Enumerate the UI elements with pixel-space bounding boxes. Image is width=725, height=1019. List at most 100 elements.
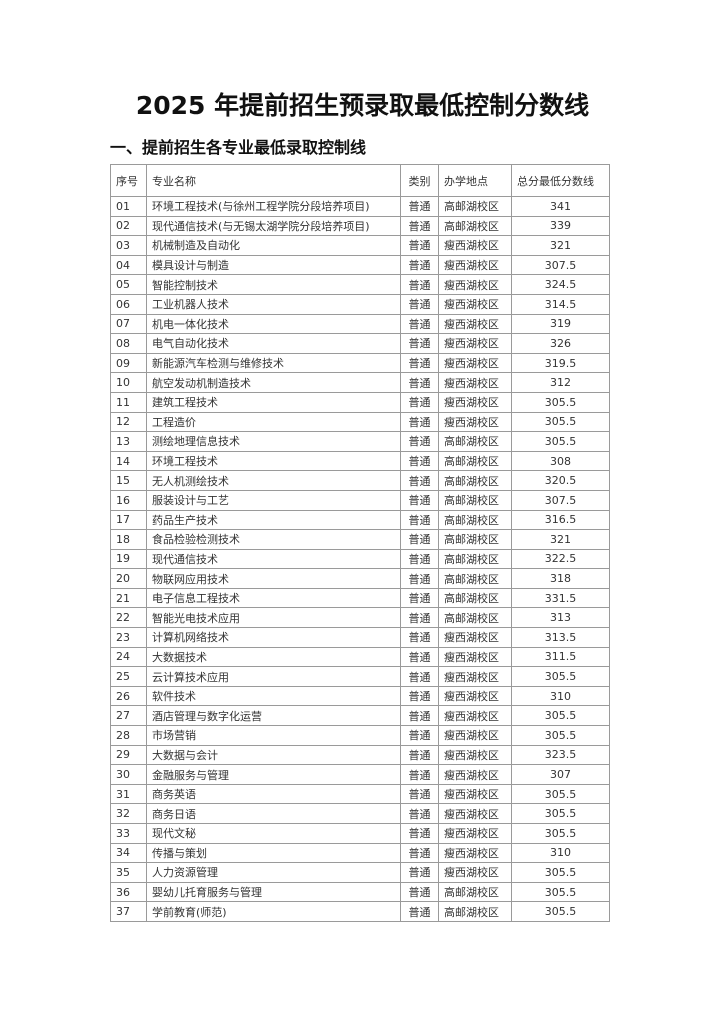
cell-category: 普通: [400, 489, 439, 511]
cell-major: 现代文秘: [146, 823, 401, 844]
table-row: 22 智能光电技术应用 普通 高邮湖校区 313: [110, 607, 610, 629]
cell-category: 普通: [400, 450, 439, 472]
cell-serial: 23: [110, 627, 147, 648]
cell-campus: 瘦西湖校区: [438, 842, 512, 864]
cell-campus: 瘦西湖校区: [438, 764, 512, 785]
table-row: 16 服装设计与工艺 普通 高邮湖校区 307.5: [110, 489, 610, 511]
cell-serial: 30: [110, 764, 147, 785]
cell-campus: 高邮湖校区: [438, 431, 512, 452]
cell-serial: 18: [110, 529, 147, 550]
cell-min-score: 321: [511, 529, 610, 550]
cell-major: 物联网应用技术: [146, 568, 401, 589]
cell-min-score: 323.5: [511, 744, 610, 766]
cell-min-score: 320.5: [511, 470, 610, 491]
cell-major: 酒店管理与数字化运营: [146, 705, 401, 727]
table-row: 09 新能源汽车检测与维修技术 普通 瘦西湖校区 319.5: [110, 352, 610, 374]
cell-category: 普通: [400, 842, 439, 864]
cell-serial: 35: [110, 862, 147, 883]
cell-major: 云计算技术应用: [146, 666, 401, 687]
cell-major: 市场营销: [146, 725, 401, 746]
cell-min-score: 310: [511, 842, 610, 864]
cell-serial: 26: [110, 685, 147, 707]
cell-campus: 瘦西湖校区: [438, 235, 512, 256]
cell-major: 商务日语: [146, 803, 401, 824]
cell-min-score: 312: [511, 372, 610, 393]
cell-serial: 28: [110, 725, 147, 746]
cell-min-score: 310: [511, 685, 610, 707]
cell-serial: 02: [110, 215, 147, 237]
cell-major: 环境工程技术: [146, 450, 401, 472]
table-row: 21 电子信息工程技术 普通 高邮湖校区 331.5: [110, 587, 610, 609]
table-row: 03 机械制造及自动化 普通 瘦西湖校区 321: [110, 235, 610, 256]
cell-major: 航空发动机制造技术: [146, 372, 401, 393]
cell-campus: 瘦西湖校区: [438, 666, 512, 687]
cell-serial: 01: [110, 196, 147, 217]
table-row: 06 工业机器人技术 普通 瘦西湖校区 314.5: [110, 293, 610, 315]
cell-campus: 高邮湖校区: [438, 470, 512, 491]
cell-campus: 瘦西湖校区: [438, 333, 512, 354]
table-row: 30 金融服务与管理 普通 瘦西湖校区 307: [110, 764, 610, 785]
table-row: 12 工程造价 普通 瘦西湖校区 305.5: [110, 411, 610, 433]
cell-min-score: 305.5: [511, 862, 610, 883]
cell-serial: 36: [110, 881, 147, 903]
cell-major: 婴幼儿托育服务与管理: [146, 881, 401, 903]
table-row: 36 婴幼儿托育服务与管理 普通 高邮湖校区 305.5: [110, 881, 610, 903]
table-row: 34 传播与策划 普通 瘦西湖校区 310: [110, 842, 610, 864]
cell-major: 建筑工程技术: [146, 391, 401, 413]
cell-category: 普通: [400, 764, 439, 785]
cell-serial: 03: [110, 235, 147, 256]
cell-campus: 高邮湖校区: [438, 489, 512, 511]
cell-min-score: 305.5: [511, 783, 610, 805]
cell-serial: 14: [110, 450, 147, 472]
table-row: 10 航空发动机制造技术 普通 瘦西湖校区 312: [110, 372, 610, 393]
cell-major: 现代通信技术(与无锡太湖学院分段培养项目): [146, 215, 401, 237]
cell-category: 普通: [400, 529, 439, 550]
cell-min-score: 311.5: [511, 646, 610, 668]
cell-category: 普通: [400, 431, 439, 452]
cell-category: 普通: [400, 313, 439, 335]
cell-campus: 瘦西湖校区: [438, 783, 512, 805]
cell-min-score: 313.5: [511, 627, 610, 648]
cell-campus: 高邮湖校区: [438, 215, 512, 237]
cell-campus: 瘦西湖校区: [438, 352, 512, 374]
cell-serial: 21: [110, 587, 147, 609]
cell-major: 新能源汽车检测与维修技术: [146, 352, 401, 374]
cell-major: 计算机网络技术: [146, 627, 401, 648]
cell-category: 普通: [400, 901, 439, 922]
cell-campus: 瘦西湖校区: [438, 705, 512, 727]
cell-serial: 07: [110, 313, 147, 335]
cell-category: 普通: [400, 666, 439, 687]
table-row: 31 商务英语 普通 瘦西湖校区 305.5: [110, 783, 610, 805]
table-row: 04 模具设计与制造 普通 瘦西湖校区 307.5: [110, 254, 610, 276]
cell-serial: 11: [110, 391, 147, 413]
cell-min-score: 331.5: [511, 587, 610, 609]
table-row: 05 智能控制技术 普通 瘦西湖校区 324.5: [110, 274, 610, 295]
cell-serial: 09: [110, 352, 147, 374]
cell-min-score: 321: [511, 235, 610, 256]
table-row: 25 云计算技术应用 普通 瘦西湖校区 305.5: [110, 666, 610, 687]
cell-serial: 05: [110, 274, 147, 295]
table-row: 07 机电一体化技术 普通 瘦西湖校区 319: [110, 313, 610, 335]
cell-min-score: 305.5: [511, 666, 610, 687]
table-row: 14 环境工程技术 普通 高邮湖校区 308: [110, 450, 610, 472]
cell-category: 普通: [400, 685, 439, 707]
cell-major: 电气自动化技术: [146, 333, 401, 354]
header-min-score: 总分最低分数线: [511, 164, 610, 197]
cell-serial: 20: [110, 568, 147, 589]
cell-major: 传播与策划: [146, 842, 401, 864]
cell-serial: 17: [110, 509, 147, 531]
table-row: 13 测绘地理信息技术 普通 高邮湖校区 305.5: [110, 431, 610, 452]
cell-major: 环境工程技术(与徐州工程学院分段培养项目): [146, 196, 401, 217]
cell-campus: 高邮湖校区: [438, 901, 512, 922]
table-row: 02 现代通信技术(与无锡太湖学院分段培养项目) 普通 高邮湖校区 339: [110, 215, 610, 237]
cell-campus: 高邮湖校区: [438, 587, 512, 609]
table-row: 32 商务日语 普通 瘦西湖校区 305.5: [110, 803, 610, 824]
cell-category: 普通: [400, 372, 439, 393]
cell-campus: 瘦西湖校区: [438, 391, 512, 413]
cell-serial: 22: [110, 607, 147, 629]
cell-category: 普通: [400, 725, 439, 746]
cell-serial: 08: [110, 333, 147, 354]
table-row: 35 人力资源管理 普通 瘦西湖校区 305.5: [110, 862, 610, 883]
table-row: 24 大数据技术 普通 瘦西湖校区 311.5: [110, 646, 610, 668]
cell-min-score: 305.5: [511, 705, 610, 727]
